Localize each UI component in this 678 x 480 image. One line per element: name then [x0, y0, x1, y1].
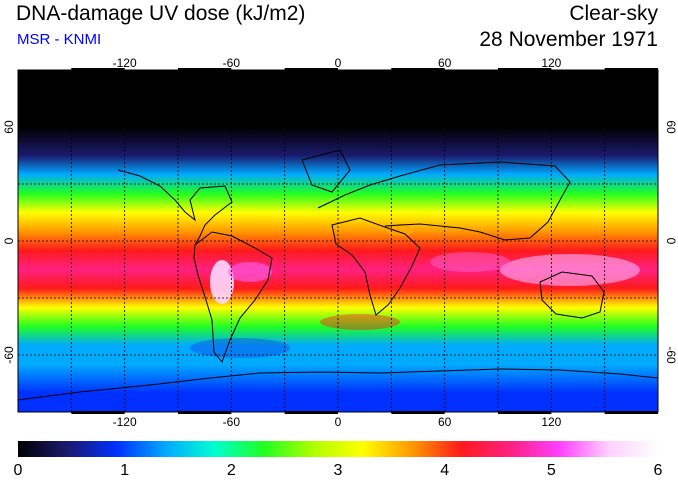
longitude-tick-label: 0 — [335, 56, 342, 70]
frame-tick-segment — [604, 68, 658, 71]
frame-tick-bars — [71, 68, 658, 414]
coastlines — [18, 149, 658, 401]
sky-condition-label: Clear-sky — [569, 2, 658, 25]
frame-tick-segment — [284, 68, 338, 71]
australia-coast — [539, 271, 605, 319]
longitude-tick-label: 120 — [541, 56, 561, 70]
colorbar-tick-label: 4 — [440, 462, 449, 479]
latitude-tick-label: 60 — [664, 120, 678, 134]
colorbar-tick-label: 5 — [547, 462, 556, 479]
andes-maximum — [210, 260, 234, 304]
map-title: DNA-damage UV dose (kJ/m2) — [16, 2, 306, 25]
latitude-labels-right: 60 0 -60 — [664, 120, 678, 364]
longitude-tick-label: -120 — [113, 56, 137, 70]
longitude-tick-label: 60 — [438, 56, 452, 70]
frame-tick-segment — [604, 411, 658, 414]
latitude-tick-label: 0 — [664, 238, 678, 245]
colorbar-tick-label: 2 — [227, 462, 236, 479]
latitude-tick-label: 0 — [2, 237, 16, 244]
colorbar-labels: 0 1 2 3 4 5 6 — [14, 462, 663, 479]
latitude-tick-label: -60 — [664, 346, 678, 364]
africa-orange-patch — [386, 224, 414, 236]
indian-ocean-high-patch — [430, 252, 510, 272]
longitude-tick-label: 60 — [438, 415, 452, 429]
gridlines — [18, 70, 658, 412]
colorbar-tick-label: 3 — [334, 462, 343, 479]
brazil-high-patch — [228, 262, 272, 282]
longitude-tick-label: 0 — [335, 415, 342, 429]
frame-tick-segment — [498, 411, 552, 414]
south-atlantic-red-patch — [320, 314, 400, 330]
frame-tick-segment — [498, 68, 552, 71]
longitude-tick-label: -120 — [113, 415, 137, 429]
longitude-labels-top: -120 -60 0 60 120 — [113, 56, 562, 70]
north-america-coast — [117, 169, 233, 246]
greenland-coast — [301, 149, 351, 193]
antarctica-coast — [18, 368, 658, 401]
frame-tick-segment — [178, 411, 232, 414]
colorbar-tick-label: 6 — [654, 462, 663, 479]
frame-tick-segment — [391, 411, 445, 414]
eurasia-coast — [317, 161, 571, 241]
frame-tick-segment — [284, 411, 338, 414]
frame-tick-segment — [71, 411, 125, 414]
frame-tick-segment — [178, 68, 232, 71]
frame-tick-segment — [391, 68, 445, 71]
longitude-tick-label: 120 — [541, 415, 561, 429]
africa-coast — [331, 217, 421, 316]
longitude-tick-label: -60 — [223, 415, 241, 429]
colorbar — [18, 441, 658, 457]
south-america-coast — [193, 231, 273, 364]
latitude-tick-label: -60 — [2, 346, 16, 364]
longitude-labels-bottom: -120 -60 0 60 120 — [113, 415, 562, 429]
latitude-tick-label: 60 — [2, 120, 16, 134]
colorbar-tick-label: 0 — [14, 462, 23, 479]
source-label: MSR - KNMI — [17, 31, 102, 48]
latitude-labels-left: 60 0 -60 — [2, 120, 16, 364]
colorbar-tick-label: 1 — [120, 462, 129, 479]
date-label: 28 November 1971 — [479, 28, 658, 51]
pacific-high-patch — [500, 254, 640, 286]
frame-tick-segment — [71, 68, 125, 71]
longitude-tick-label: -60 — [223, 56, 241, 70]
